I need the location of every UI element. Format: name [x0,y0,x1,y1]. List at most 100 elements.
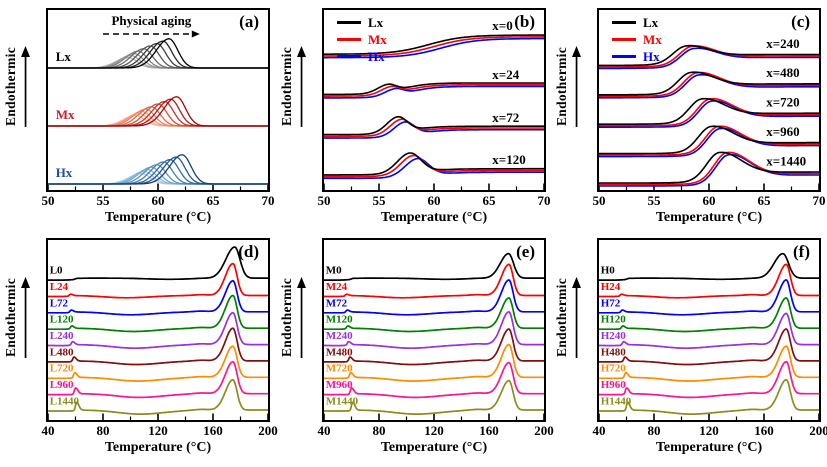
x-tick-label: 65 [206,193,220,208]
plot-area-e: M0 M24 M72 M120 M240 M480 M720 M960 M1440 (e) [322,238,546,422]
dsc-curve [324,121,544,139]
curve-label: L1440 [50,396,80,408]
dsc-curve [599,279,819,316]
legend-row: Mx [337,32,387,47]
curve-group-label: x=72 [492,110,519,125]
dsc-curve [599,151,819,186]
curve-label: H120 [601,314,627,326]
x-tick-label: 80 [647,423,661,438]
dsc-curve [324,115,544,136]
endothermic-label: Endothermic [279,47,294,127]
curve-label: L480 [50,346,74,358]
aging-direction-arrowhead-icon [191,30,200,38]
x-tick-label: 55 [96,193,110,208]
dsc-curve [599,97,819,125]
x-tick-label: 50 [592,193,606,208]
x-tick-label: 80 [372,423,386,438]
y-axis-label-d: Endothermic [3,277,31,359]
endothermic-label: Endothermic [279,278,294,358]
panel-letter-c: (c) [791,12,810,31]
curve-label: L120 [50,314,74,326]
dsc-curve [324,34,544,55]
x-tick-label: 160 [754,423,774,438]
curve-label: L0 [50,265,63,277]
legend-row: Mx [612,32,662,47]
dsc-curve [48,262,268,299]
curve-label: M240 [326,330,353,342]
endothermic-label: Endothermic [3,47,18,127]
curve-label: H480 [601,346,627,358]
dsc-curve [324,379,544,415]
legend-label: Mx [368,32,387,47]
x-ticks-a: 50 55 60 65 70 [42,193,275,209]
x-tick-label: 200 [534,423,554,438]
panel-letter-b: (b) [514,12,535,31]
curve-group-label: Mx [56,107,75,122]
dsc-curve [599,71,819,96]
curve-label: M24 [326,281,348,293]
physical-aging-annotation: Physical aging [111,13,191,28]
dsc-curve [599,125,819,156]
curve-label: H0 [601,265,616,277]
x-tick-label: 50 [317,193,331,208]
x-tick-label: 60 [151,193,165,208]
curve-label: M1440 [326,396,359,408]
legend-b: Lx Mx Hx [337,15,387,64]
panel-a: Endothermic Lx Mx Hx Physical aging (a) 50 5… [0,0,276,233]
legend-label: Hx [368,49,385,64]
dsc-curve [599,328,819,366]
curve-label: H72 [601,297,621,309]
dsc-curve [599,252,819,281]
dsc-curves-a: Lx Mx Hx Physical aging [48,13,268,190]
dsc-curve [48,294,268,333]
x-tick-label: 70 [537,193,551,208]
x-tick-label: 50 [41,193,55,208]
curve-label: M72 [326,297,348,309]
curve-group-label: x=720 [766,95,799,110]
dsc-curve [599,151,819,184]
legend-row: Hx [612,49,662,64]
legend-label: Lx [643,15,659,30]
dsc-curve [599,100,819,128]
dsc-curve [324,82,544,96]
dsc-curve [599,127,819,158]
dsc-curve [324,328,544,366]
x-axis-title-e: Temperature (°C) [380,440,488,455]
curve-label: H240 [601,330,627,342]
dsc-curve [48,311,268,350]
x-ticks-b: 50 55 60 65 70 [318,194,551,209]
dsc-curves-d: L0 L24 L72 L120 L240 L480 L720 L960 L1440 [48,246,268,420]
x-tick-label: 120 [424,423,444,438]
dsc-curve [48,40,268,69]
endothermic-up-arrow-icon [297,46,306,127]
dsc-curve [48,345,268,382]
curve-group-label: x=960 [766,124,799,139]
curve-label: H960 [601,379,627,391]
x-tick-label: 70 [812,193,826,208]
x-tick-label: 200 [809,423,827,438]
y-axis-label-b: Endothermic [279,46,307,128]
legend-label: Mx [643,32,662,47]
panel-e: Endothermic M0 M24 M72 M120 M240 M480 M720 M960… [276,233,554,466]
curve-group-label: Lx [56,49,72,64]
panel-letter-d: (d) [238,242,259,261]
panel-f: Endothermic H0 H24 H72 H120 H240 H480 H720 H960… [551,233,827,466]
curve-label: M480 [326,346,353,358]
y-axis-label-f: Endothermic [554,277,582,359]
y-axis-label-c: Endothermic [554,46,582,128]
dsc-curve [324,297,544,333]
x-tick-label: 160 [203,423,223,438]
plot-area-d: L0 L24 L72 L120 L240 L480 L720 L960 L1440 (d) [46,238,270,422]
legend-row: Hx [337,49,387,64]
dsc-curve [599,153,819,187]
curve-group-label: x=120 [492,152,525,167]
curve-group-label: Hx [56,165,73,180]
legend-label: Hx [643,49,660,64]
legend-line-swatch [612,21,636,24]
dsc-curve [324,83,544,97]
x-ticks-c: 50 55 60 65 70 [593,194,826,209]
legend-c: Lx Mx Hx [612,15,662,64]
x-ticks-d: 40 80 120 160 200 [42,423,278,439]
curve-label: H720 [601,363,627,375]
dsc-curve [48,378,268,415]
